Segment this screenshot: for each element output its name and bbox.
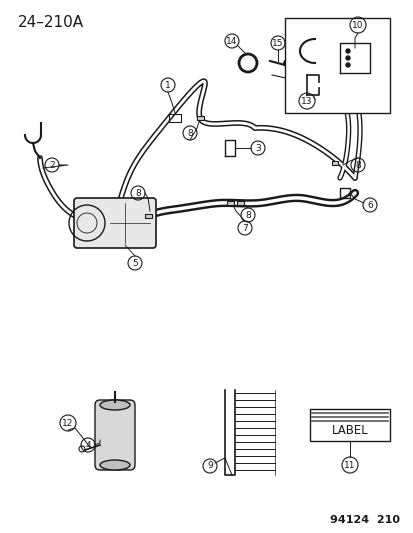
Text: 4: 4 [85, 440, 90, 449]
Text: 13: 13 [301, 96, 312, 106]
Text: 8: 8 [187, 128, 192, 138]
Circle shape [345, 56, 349, 60]
Text: LABEL: LABEL [331, 424, 368, 438]
Text: 7: 7 [242, 223, 247, 232]
Text: 94124  210: 94124 210 [329, 515, 399, 525]
Text: 15: 15 [272, 38, 283, 47]
FancyBboxPatch shape [309, 409, 389, 441]
Text: 10: 10 [351, 20, 363, 29]
Ellipse shape [100, 460, 130, 470]
Bar [197, 116, 204, 120]
FancyBboxPatch shape [95, 400, 135, 470]
Text: 9: 9 [206, 462, 212, 471]
Text: 1: 1 [165, 80, 171, 90]
Bar [226, 201, 233, 205]
FancyBboxPatch shape [284, 18, 389, 113]
Circle shape [345, 49, 349, 53]
Bar [331, 161, 337, 165]
Text: 24–210A: 24–210A [18, 15, 84, 30]
Text: 3: 3 [254, 143, 260, 152]
Circle shape [345, 63, 349, 67]
Text: 5: 5 [132, 259, 138, 268]
Text: 6: 6 [366, 200, 372, 209]
Text: 8: 8 [244, 211, 250, 220]
Ellipse shape [100, 400, 130, 410]
Text: 12: 12 [62, 418, 74, 427]
FancyBboxPatch shape [74, 198, 156, 248]
Text: 8: 8 [135, 189, 140, 198]
Text: 14: 14 [226, 36, 237, 45]
Bar [145, 214, 152, 218]
Bar [236, 201, 243, 205]
Text: 11: 11 [344, 461, 355, 470]
Text: 8: 8 [354, 160, 360, 169]
Text: 2: 2 [49, 160, 55, 169]
